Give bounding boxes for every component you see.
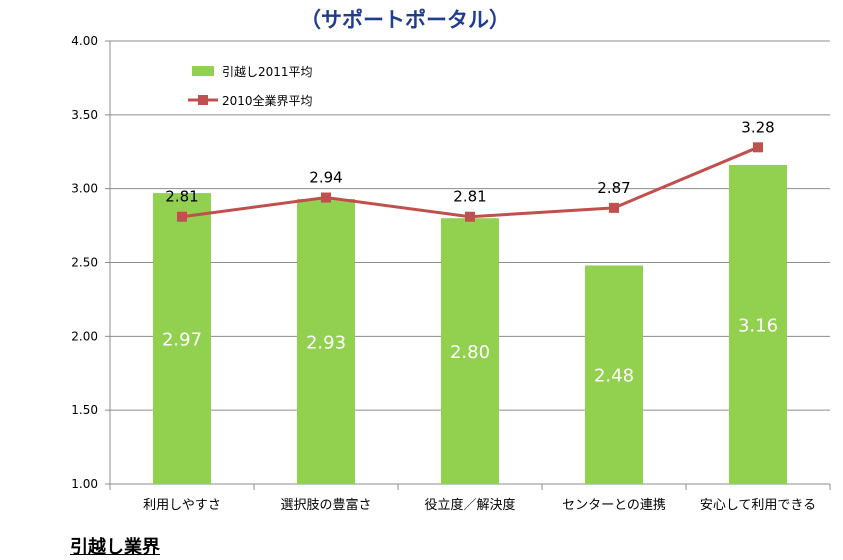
bar-data-label: 2.97 [162, 330, 202, 351]
chart-title: （サポートポータル） [300, 8, 510, 32]
legend-bar-label: 引越し2011平均 [222, 65, 313, 79]
legend-line-label: 2010全業界平均 [222, 93, 313, 108]
y-tick-label: 1.50 [71, 403, 98, 417]
line-data-label: 2.87 [597, 179, 630, 197]
legend-line-marker [198, 95, 208, 105]
legend-bar-swatch [192, 66, 214, 76]
line-series [181, 145, 759, 219]
line-data-label: 3.28 [741, 118, 774, 136]
bar [441, 218, 499, 484]
bar [297, 199, 355, 484]
line-marker [465, 211, 475, 222]
line-marker [321, 192, 331, 203]
y-tick-label: 3.00 [71, 182, 98, 196]
x-category-label: 安心して利用できる [700, 498, 816, 513]
bar-data-label: 2.93 [306, 333, 346, 354]
line-data-label: 2.81 [165, 188, 198, 206]
bar-data-label: 3.16 [738, 316, 778, 337]
bar [729, 165, 787, 485]
bar-data-label: 2.80 [450, 342, 490, 363]
bar [153, 193, 211, 484]
bar [585, 265, 643, 484]
line-data-label: 2.81 [453, 188, 486, 206]
x-category-label: センターとの連携 [562, 497, 666, 513]
y-tick-label: 4.00 [71, 34, 98, 48]
y-tick-label: 2.50 [71, 256, 98, 270]
y-tick-label: 1.00 [71, 477, 98, 491]
section-title: 引越し業界 [70, 537, 160, 558]
y-tick-label: 3.50 [71, 108, 98, 122]
line-marker [753, 142, 763, 153]
y-tick-label: 2.00 [71, 329, 98, 343]
x-category-label: 役立度／解決度 [424, 497, 515, 513]
line-data-label: 2.94 [309, 169, 342, 187]
chart-area: 1.00 1.50 2.00 2.50 3.00 3.50 4.00 2.97 2.93 2.8… [71, 34, 831, 513]
bar-data-label: 2.48 [594, 366, 634, 387]
x-category-label: 選択肢の豊富さ [280, 497, 371, 513]
line-marker [177, 211, 187, 222]
line-marker [609, 202, 619, 213]
x-category-label: 利用しやすさ [143, 498, 221, 513]
